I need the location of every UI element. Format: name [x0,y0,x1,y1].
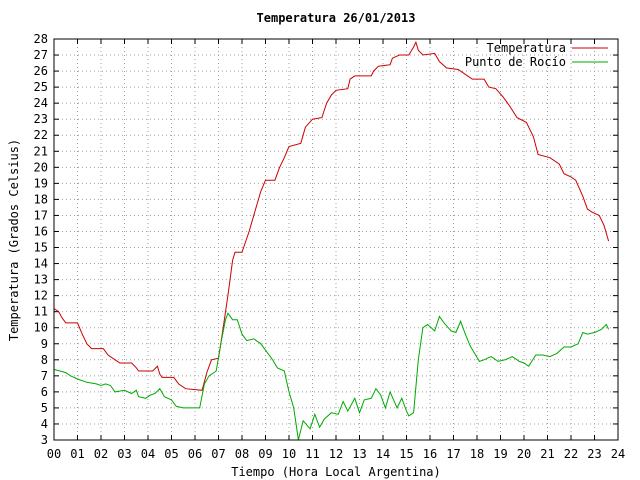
x-tick-label: 06 [188,447,202,461]
x-tick-label: 18 [470,447,484,461]
y-tick-label: 27 [34,48,48,62]
x-tick-label: 08 [235,447,249,461]
y-tick-label: 3 [41,433,48,447]
legend: Temperatura Punto de Rocío [465,41,608,69]
y-tick-label: 13 [34,273,48,287]
x-tick-label: 10 [282,447,296,461]
x-tick-label: 12 [329,447,343,461]
x-tick-label: 05 [164,447,178,461]
x-tick-label: 20 [517,447,531,461]
y-tick-label: 10 [34,321,48,335]
y-axis-ticks: 3 4 5 6 7 8 9 10 11 12 13 14 15 16 17 18 19 20 21 22 23 24 25 2… [34,32,618,447]
x-axis-label: Tiempo (Hora Local Argentina) [231,465,441,479]
x-tick-label: 21 [540,447,554,461]
x-tick-label: 13 [352,447,366,461]
y-tick-label: 24 [34,96,48,110]
y-tick-label: 4 [41,417,48,431]
x-axis-ticks: 00 01 02 03 04 05 06 07 08 09 10 11 12 13 14 15 16 17 18 19… [47,39,625,461]
x-tick-label: 07 [211,447,225,461]
x-tick-label: 15 [399,447,413,461]
y-tick-label: 25 [34,80,48,94]
series-line-temperatura [53,40,610,391]
y-tick-label: 9 [41,337,48,351]
y-tick-label: 26 [34,64,48,78]
y-tick-label: 8 [41,353,48,367]
grid [54,39,618,440]
x-tick-label: 03 [117,447,131,461]
x-tick-label: 04 [141,447,155,461]
x-tick-label: 16 [423,447,437,461]
series-lines [53,40,610,441]
x-tick-label: 14 [376,447,390,461]
x-tick-label: 09 [258,447,272,461]
series-line-punto-de-rocio [53,312,610,441]
y-axis-label: Temperatura (Grados Celsius) [7,139,21,341]
y-tick-label: 22 [34,128,48,142]
x-tick-label: 22 [564,447,578,461]
y-tick-label: 5 [41,401,48,415]
x-tick-label: 02 [94,447,108,461]
x-tick-label: 01 [70,447,84,461]
x-tick-label: 24 [611,447,625,461]
y-tick-label: 28 [34,32,48,46]
x-tick-label: 19 [493,447,507,461]
legend-label-temperatura: Temperatura [487,41,566,55]
x-tick-label: 11 [305,447,319,461]
y-tick-label: 18 [34,192,48,206]
x-tick-label: 17 [446,447,460,461]
chart-title: Temperatura 26/01/2013 [257,11,416,25]
y-tick-label: 23 [34,112,48,126]
y-tick-label: 20 [34,160,48,174]
y-tick-label: 15 [34,241,48,255]
y-tick-label: 11 [34,305,48,319]
y-tick-label: 21 [34,144,48,158]
legend-label-punto-de-rocio: Punto de Rocío [465,55,566,69]
x-tick-label: 23 [587,447,601,461]
y-tick-label: 14 [34,257,48,271]
y-tick-label: 17 [34,208,48,222]
y-tick-label: 6 [41,385,48,399]
y-tick-label: 12 [34,289,48,303]
y-tick-label: 7 [41,369,48,383]
y-tick-label: 19 [34,176,48,190]
plot-frame [53,38,619,441]
y-tick-label: 16 [34,224,48,238]
x-tick-label: 00 [47,447,61,461]
